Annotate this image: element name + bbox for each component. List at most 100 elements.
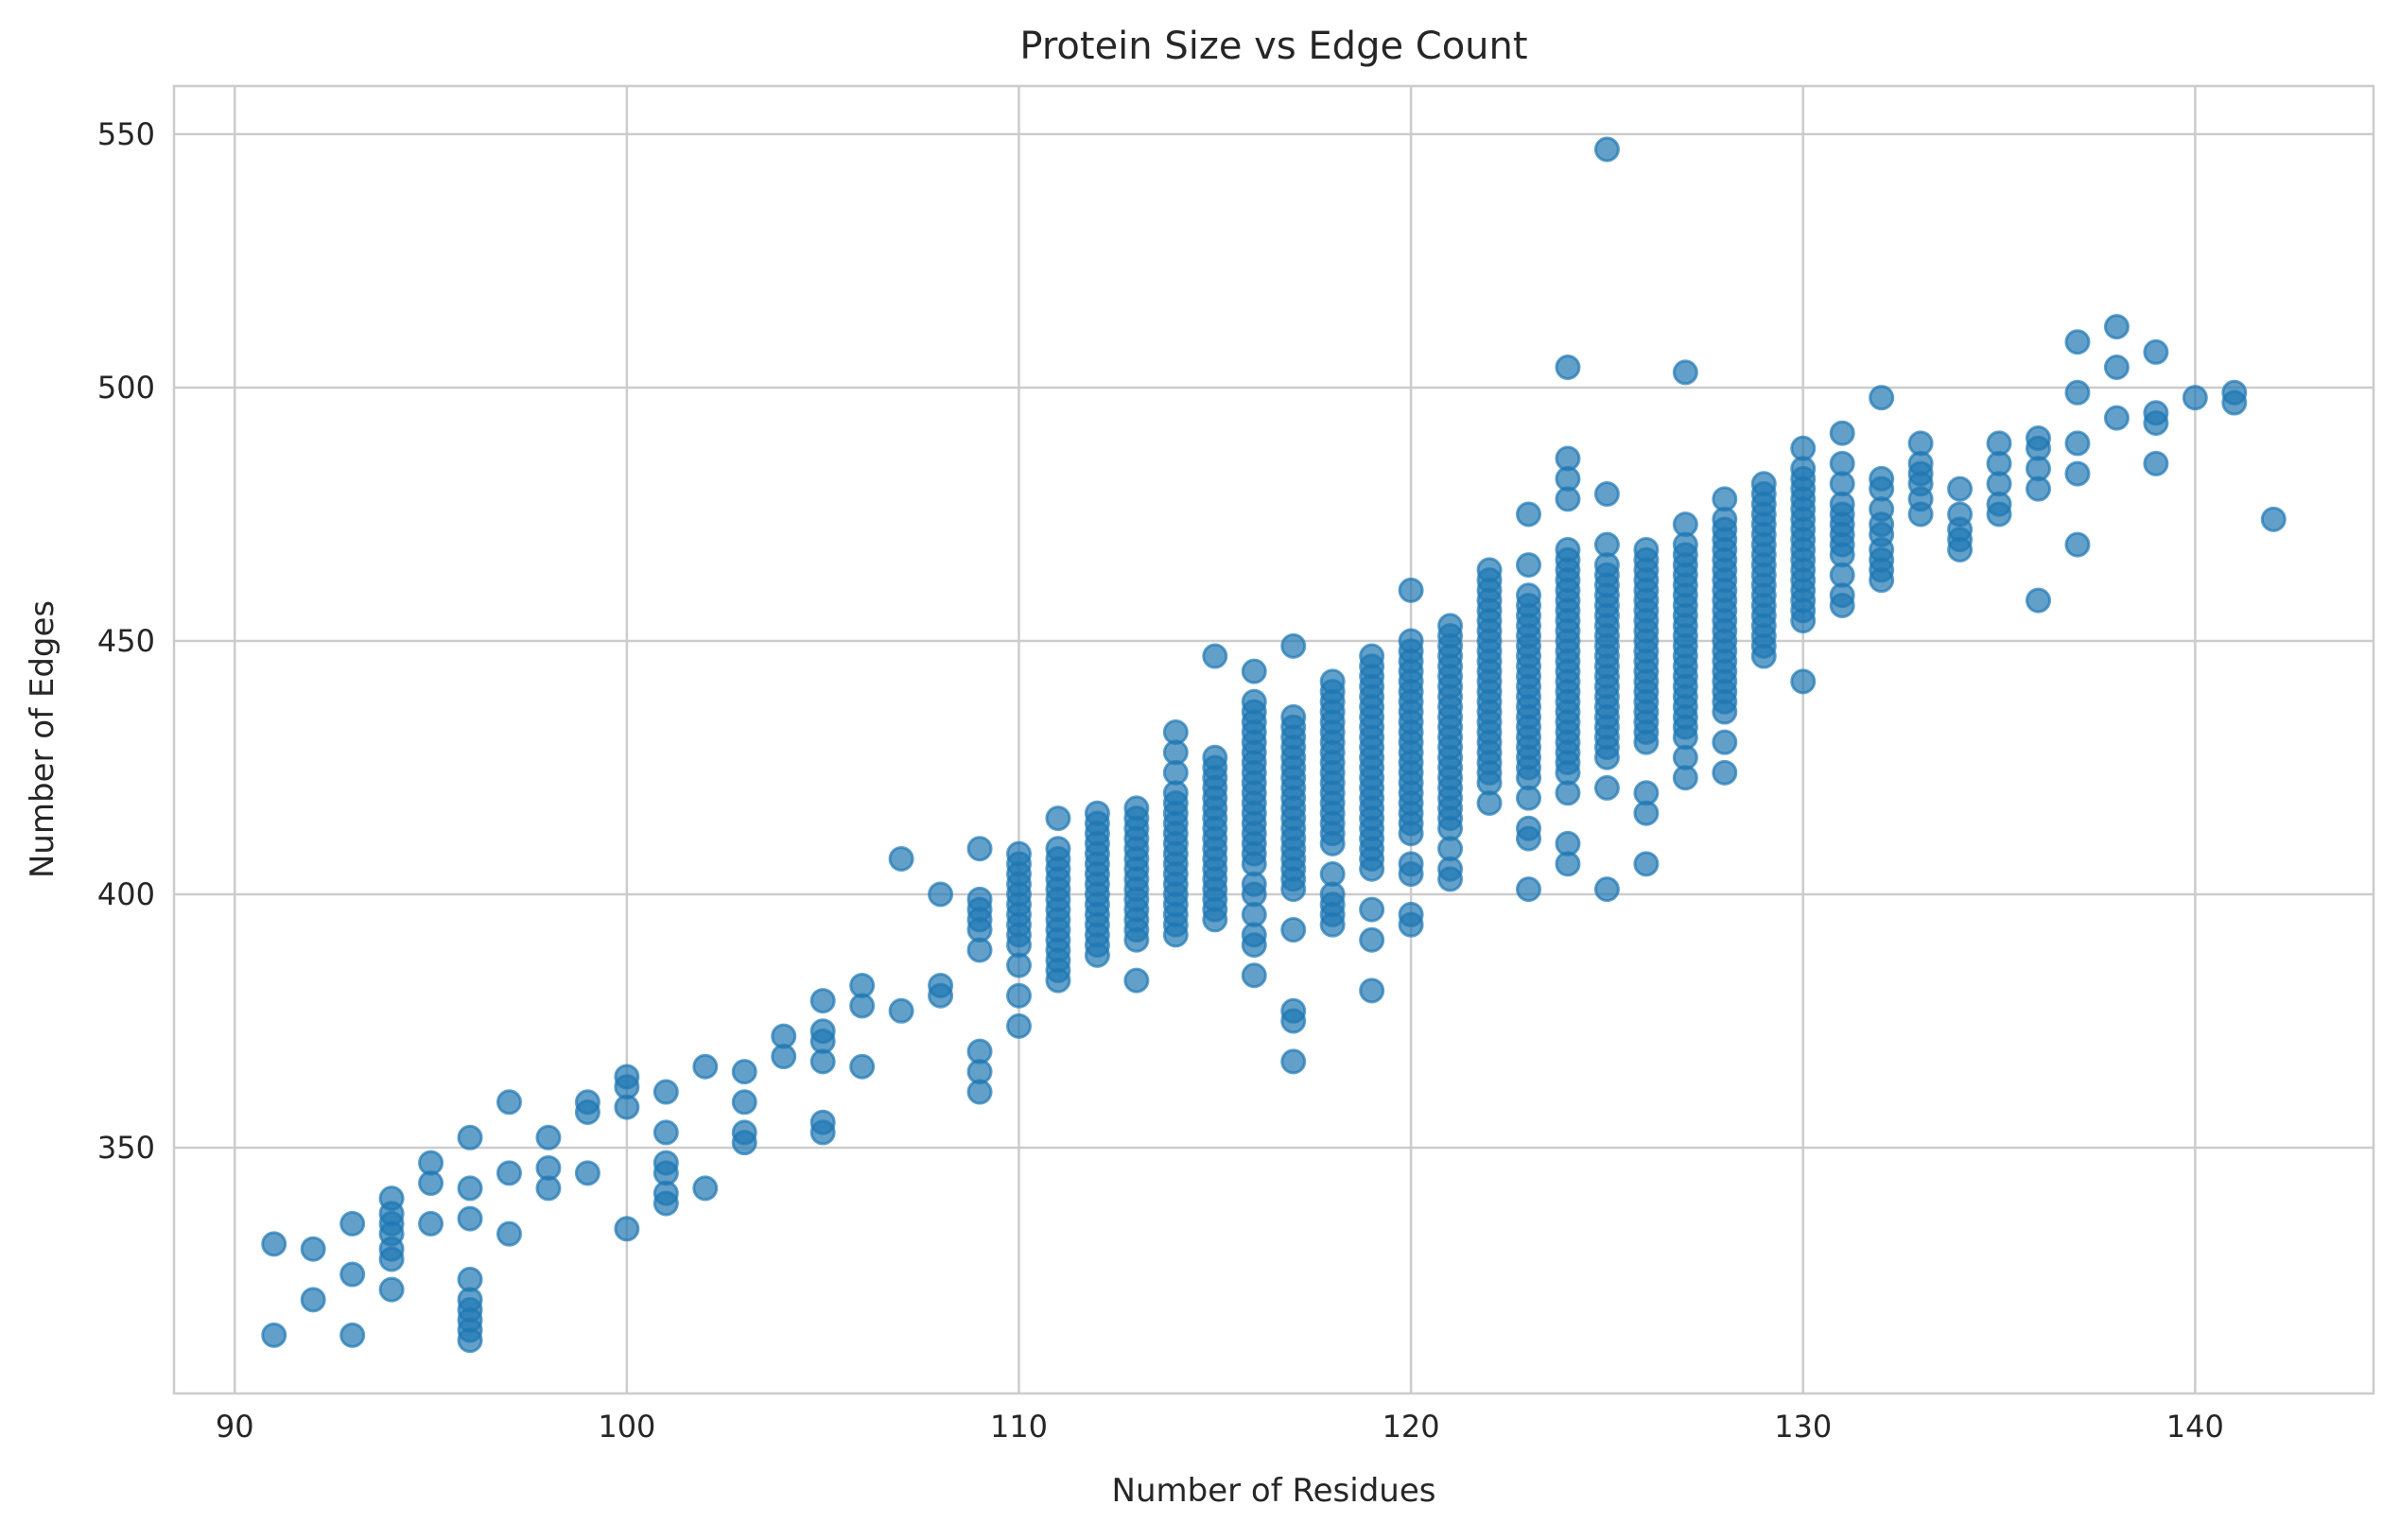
data-point [1672,765,1698,791]
data-point [966,836,993,862]
data-point [652,1119,679,1146]
data-point [849,993,876,1019]
data-point [652,1190,679,1217]
data-point [2064,460,2091,487]
data-point [418,1170,444,1197]
data-point [457,1205,483,1232]
data-point [652,1079,679,1105]
x-axis-label: Number of Residues [1112,1472,1436,1510]
data-point [1123,967,1150,994]
data-point [1241,658,1267,684]
data-point [496,1160,522,1186]
data-point [849,1053,876,1080]
data-point [1593,481,1620,508]
data-point [1398,911,1424,938]
data-point [2143,450,2169,476]
data-point [1869,567,1895,594]
data-point [339,1322,366,1348]
data-point [731,1130,757,1156]
data-point [809,1048,836,1075]
data-point [1476,790,1503,817]
data-point [1593,136,1620,163]
data-point [574,1160,600,1186]
data-point [1555,355,1581,381]
data-point [1712,759,1738,786]
data-point [1005,982,1032,1009]
data-point [1555,486,1581,512]
data-point [261,1322,287,1348]
data-points [261,136,2287,1354]
data-point [1005,952,1032,978]
data-point [1947,476,1974,502]
data-point [2064,531,2091,558]
data-point [1516,876,1542,903]
data-point [1123,926,1150,953]
data-point [457,1175,483,1202]
data-point [614,1094,640,1120]
data-point [378,1276,405,1303]
data-point [300,1287,326,1313]
data-point [1280,632,1307,659]
data-point [574,1099,600,1125]
data-point [1359,896,1385,923]
y-axis-label: Number of Edges [24,600,61,878]
data-point [457,1327,483,1354]
data-point [1398,861,1424,888]
data-point [496,1220,522,1247]
data-point [2103,405,2130,431]
data-point [2103,314,2130,340]
plot-frame [172,84,2375,1395]
data-point [1280,917,1307,943]
data-point [1162,922,1189,948]
data-point [1045,967,1071,994]
data-point [1593,774,1620,801]
y-tick-label: 550 [97,116,155,152]
data-point [1202,643,1228,669]
x-tick-label: 120 [1383,1409,1440,1445]
data-point [888,997,914,1024]
data-point [1005,1012,1032,1039]
data-point [300,1236,326,1262]
data-point [1907,501,1934,528]
data-point [1633,729,1660,755]
data-point [418,1210,444,1237]
data-point [888,845,914,872]
data-point [1593,744,1620,770]
data-point [1516,825,1542,852]
data-point [2064,379,2091,406]
data-point [1869,385,1895,411]
data-point [2026,476,2052,502]
data-point [2103,355,2130,381]
data-point [1045,805,1071,832]
x-tick-label: 130 [1774,1409,1832,1445]
data-point [771,1044,797,1070]
y-tick-labels: 350 400 450 500 550 [97,116,155,1166]
x-tick-label: 90 [216,1409,254,1445]
data-point [339,1261,366,1288]
data-point [1280,1008,1307,1034]
data-point [1986,501,2012,528]
data-point [1437,866,1464,892]
data-point [2221,389,2248,416]
data-point [1359,978,1385,1004]
data-point [1672,359,1698,386]
data-point [496,1089,522,1116]
data-point [1790,668,1817,695]
data-point [2026,587,2052,614]
x-tick-label: 110 [990,1409,1048,1445]
data-point [1319,911,1346,938]
data-point [2260,506,2287,532]
data-point [1280,876,1307,903]
data-point [457,1124,483,1151]
data-point [731,1089,757,1116]
data-point [261,1231,287,1257]
data-point [928,982,954,1009]
data-point [1593,876,1620,903]
data-point [378,1246,405,1272]
data-point [1359,926,1385,953]
data-point [1319,830,1346,857]
data-point [2182,385,2208,411]
data-point [731,1059,757,1085]
data-point [1750,643,1777,669]
